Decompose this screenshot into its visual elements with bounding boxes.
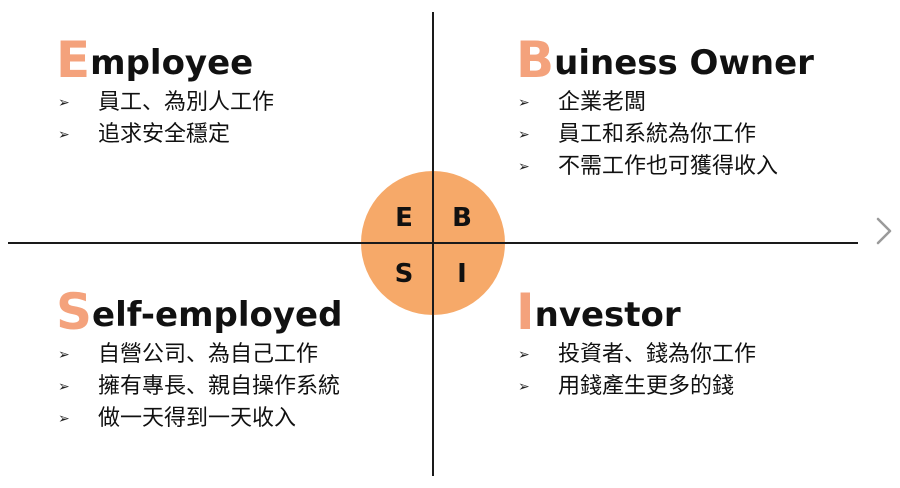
quadrant-investor: Investor ➢ 投資者、錢為你工作 ➢ 用錢產生更多的錢 [516,287,756,403]
center-letter-s: S [394,259,414,289]
item-list: ➢ 企業老闆 ➢ 員工和系統為你工作 ➢ 不需工作也可獲得收入 [516,87,814,183]
arrow-bullet-icon: ➢ [518,127,530,143]
arrow-bullet-icon: ➢ [518,95,530,111]
list-item: ➢ 追求安全穩定 [56,119,274,151]
quadrant-title-business-owner: Buiness Owner [516,35,814,85]
center-letter-b: B [452,203,472,233]
list-item: ➢ 員工和系統為你工作 [516,119,814,151]
quadrant-self-employed: Self-employed ➢ 自營公司、為自己工作 ➢ 擁有專長、親自操作系統 ➢… [56,287,343,435]
arrow-bullet-icon: ➢ [58,379,70,395]
list-item: ➢ 員工、為別人工作 [56,87,274,119]
center-letter-i: I [457,259,467,289]
quadrant-employee: Employee ➢ 員工、為別人工作 ➢ 追求安全穩定 [56,35,274,151]
item-text: 不需工作也可獲得收入 [558,154,779,179]
item-text: 追求安全穩定 [98,122,231,147]
title-rest: nvestor [534,295,681,335]
arrow-bullet-icon: ➢ [58,411,70,427]
title-initial: S [56,283,93,341]
arrow-bullet-icon: ➢ [58,347,70,363]
circle-horizontal-divider [361,242,505,244]
title-rest: elf-employed [92,295,343,335]
list-item: ➢ 企業老闆 [516,87,814,119]
item-text: 做一天得到一天收入 [98,406,297,431]
arrow-bullet-icon: ➢ [58,95,70,111]
quadrant-title-investor: Investor [516,287,756,337]
title-rest: uiness Owner [554,43,814,83]
title-rest: mployee [90,43,254,83]
item-list: ➢ 員工、為別人工作 ➢ 追求安全穩定 [56,87,274,151]
esbi-center-circle: E B S I [361,171,505,315]
title-initial: I [516,283,535,341]
item-text: 擁有專長、親自操作系統 [98,374,341,399]
title-initial: E [56,31,91,89]
list-item: ➢ 不需工作也可獲得收入 [516,151,814,183]
quadrant-title-employee: Employee [56,35,274,85]
quadrant-title-self-employed: Self-employed [56,287,343,337]
next-slide-button[interactable] [872,216,896,246]
arrow-bullet-icon: ➢ [518,159,530,175]
list-item: ➢ 投資者、錢為你工作 [516,339,756,371]
item-text: 投資者、錢為你工作 [558,342,757,367]
item-text: 用錢產生更多的錢 [558,374,735,399]
list-item: ➢ 自營公司、為自己工作 [56,339,342,371]
arrow-bullet-icon: ➢ [518,347,530,363]
chevron-right-icon [876,217,892,245]
list-item: ➢ 用錢產生更多的錢 [516,371,756,403]
item-text: 企業老闆 [558,90,647,115]
item-text: 員工、為別人工作 [98,90,275,115]
title-initial: B [516,31,555,89]
list-item: ➢ 做一天得到一天收入 [56,403,342,435]
item-list: ➢ 投資者、錢為你工作 ➢ 用錢產生更多的錢 [516,339,756,403]
item-list: ➢ 自營公司、為自己工作 ➢ 擁有專長、親自操作系統 ➢ 做一天得到一天收入 [56,339,342,435]
arrow-bullet-icon: ➢ [58,127,70,143]
item-text: 自營公司、為自己工作 [98,342,319,367]
center-letter-e: E [395,203,413,233]
quadrant-business-owner: Buiness Owner ➢ 企業老闆 ➢ 員工和系統為你工作 ➢ 不需工作也可獲得… [516,35,814,183]
arrow-bullet-icon: ➢ [518,379,530,395]
item-text: 員工和系統為你工作 [558,122,757,147]
list-item: ➢ 擁有專長、親自操作系統 [56,371,342,403]
